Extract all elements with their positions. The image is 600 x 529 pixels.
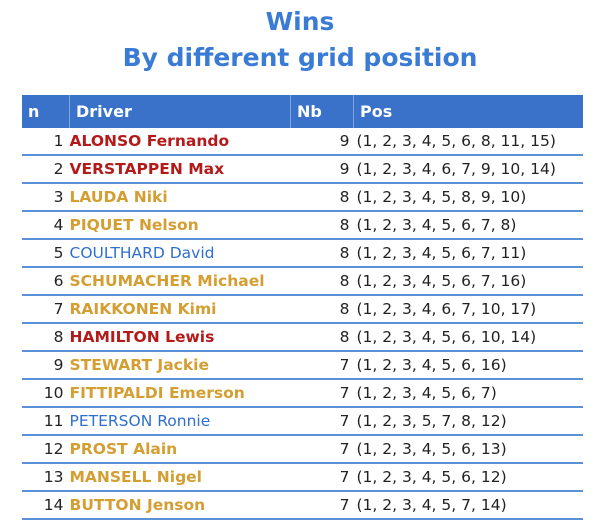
table-row: 14 BUTTON Jenson 7 (1, 2, 3, 4, 5, 7, 14) bbox=[22, 491, 583, 520]
cell-pos: (1, 2, 3, 4, 5, 6, 7, 8) bbox=[353, 211, 583, 240]
table-row: 9 STEWART Jackie 7 (1, 2, 3, 4, 5, 6, 16) bbox=[22, 351, 583, 380]
cell-nb: 8 bbox=[290, 295, 354, 324]
title-line-2: By different grid position bbox=[122, 43, 478, 72]
cell-pos: (1, 2, 3, 4, 5, 6, 10, 14) bbox=[353, 323, 583, 352]
cell-nb: 7 bbox=[290, 351, 354, 380]
cell-pos: (1, 2, 3, 4, 5, 6, 8, 11, 15) bbox=[353, 128, 583, 156]
cell-n: 1 bbox=[22, 128, 70, 156]
table-row: 12 PROST Alain 7 (1, 2, 3, 4, 5, 6, 13) bbox=[22, 435, 583, 464]
header-nb: Nb bbox=[290, 95, 354, 128]
cell-driver: RAIKKONEN Kimi bbox=[69, 295, 291, 324]
cell-n: 10 bbox=[22, 379, 70, 408]
cell-driver: HAMILTON Lewis bbox=[69, 323, 291, 352]
cell-nb: 9 bbox=[290, 128, 354, 156]
cell-driver: SCHUMACHER Michael bbox=[69, 267, 291, 296]
table-row: 13 MANSELL Nigel 7 (1, 2, 3, 4, 5, 6, 12) bbox=[22, 463, 583, 492]
cell-nb: 7 bbox=[290, 463, 354, 492]
table-row: 7 RAIKKONEN Kimi 8 (1, 2, 3, 4, 6, 7, 10, 1… bbox=[22, 295, 583, 324]
table-row: 5 COULTHARD David 8 (1, 2, 3, 4, 5, 6, 7, 1… bbox=[22, 239, 583, 268]
cell-pos: (1, 2, 3, 4, 6, 7, 9, 10, 14) bbox=[353, 155, 583, 184]
cell-pos: (1, 2, 3, 4, 5, 6, 16) bbox=[353, 351, 583, 380]
cell-nb: 9 bbox=[290, 155, 354, 184]
table-row: 6 SCHUMACHER Michael 8 (1, 2, 3, 4, 5, 6, 7… bbox=[22, 267, 583, 296]
table-row: 4 PIQUET Nelson 8 (1, 2, 3, 4, 5, 6, 7, 8) bbox=[22, 211, 583, 240]
header-driver: Driver bbox=[69, 95, 291, 128]
cell-nb: 7 bbox=[290, 435, 354, 464]
cell-nb: 8 bbox=[290, 267, 354, 296]
cell-driver: LAUDA Niki bbox=[69, 183, 291, 212]
cell-pos: (1, 2, 3, 4, 5, 6, 7, 11) bbox=[353, 239, 583, 268]
cell-driver: PIQUET Nelson bbox=[69, 211, 291, 240]
page-title: Wins By different grid position bbox=[0, 4, 600, 76]
table-body: 1 ALONSO Fernando 9 (1, 2, 3, 4, 5, 6, 8, 1… bbox=[22, 128, 583, 520]
cell-pos: (1, 2, 3, 4, 5, 7, 14) bbox=[353, 491, 583, 520]
title-line-1: Wins bbox=[265, 7, 335, 36]
cell-n: 9 bbox=[22, 351, 70, 380]
cell-driver: ALONSO Fernando bbox=[69, 128, 291, 156]
cell-nb: 7 bbox=[290, 491, 354, 520]
wins-table: n Driver Nb Pos 1 ALONSO Fernando 9 (1, 2, … bbox=[22, 95, 583, 520]
table-row: 11 PETERSON Ronnie 7 (1, 2, 3, 5, 7, 8, 12) bbox=[22, 407, 583, 436]
cell-pos: (1, 2, 3, 4, 5, 6, 7) bbox=[353, 379, 583, 408]
cell-nb: 8 bbox=[290, 239, 354, 268]
cell-driver: PETERSON Ronnie bbox=[69, 407, 291, 436]
table-row: 3 LAUDA Niki 8 (1, 2, 3, 4, 5, 8, 9, 10) bbox=[22, 183, 583, 212]
cell-driver: STEWART Jackie bbox=[69, 351, 291, 380]
cell-driver: VERSTAPPEN Max bbox=[69, 155, 291, 184]
cell-driver: PROST Alain bbox=[69, 435, 291, 464]
cell-pos: (1, 2, 3, 4, 5, 8, 9, 10) bbox=[353, 183, 583, 212]
cell-n: 6 bbox=[22, 267, 70, 296]
cell-n: 4 bbox=[22, 211, 70, 240]
cell-pos: (1, 2, 3, 4, 5, 6, 7, 16) bbox=[353, 267, 583, 296]
cell-pos: (1, 2, 3, 4, 5, 6, 12) bbox=[353, 463, 583, 492]
cell-nb: 8 bbox=[290, 323, 354, 352]
table-row: 10 FITTIPALDI Emerson 7 (1, 2, 3, 4, 5, 6, … bbox=[22, 379, 583, 408]
cell-driver: COULTHARD David bbox=[69, 239, 291, 268]
table-row: 2 VERSTAPPEN Max 9 (1, 2, 3, 4, 6, 7, 9, 10… bbox=[22, 155, 583, 184]
table-row: 8 HAMILTON Lewis 8 (1, 2, 3, 4, 5, 6, 10, 1… bbox=[22, 323, 583, 352]
cell-n: 11 bbox=[22, 407, 70, 436]
cell-n: 12 bbox=[22, 435, 70, 464]
cell-driver: FITTIPALDI Emerson bbox=[69, 379, 291, 408]
header-n: n bbox=[22, 95, 70, 128]
cell-n: 14 bbox=[22, 491, 70, 520]
cell-nb: 7 bbox=[290, 407, 354, 436]
cell-nb: 7 bbox=[290, 379, 354, 408]
cell-n: 3 bbox=[22, 183, 70, 212]
table-row: 1 ALONSO Fernando 9 (1, 2, 3, 4, 5, 6, 8, 1… bbox=[22, 128, 583, 156]
header-pos: Pos bbox=[353, 95, 583, 128]
cell-n: 8 bbox=[22, 323, 70, 352]
table-header-row: n Driver Nb Pos bbox=[22, 95, 583, 128]
cell-pos: (1, 2, 3, 4, 6, 7, 10, 17) bbox=[353, 295, 583, 324]
cell-n: 7 bbox=[22, 295, 70, 324]
cell-nb: 8 bbox=[290, 183, 354, 212]
cell-n: 2 bbox=[22, 155, 70, 184]
cell-pos: (1, 2, 3, 5, 7, 8, 12) bbox=[353, 407, 583, 436]
cell-n: 5 bbox=[22, 239, 70, 268]
cell-pos: (1, 2, 3, 4, 5, 6, 13) bbox=[353, 435, 583, 464]
cell-driver: BUTTON Jenson bbox=[69, 491, 291, 520]
cell-n: 13 bbox=[22, 463, 70, 492]
cell-driver: MANSELL Nigel bbox=[69, 463, 291, 492]
cell-nb: 8 bbox=[290, 211, 354, 240]
